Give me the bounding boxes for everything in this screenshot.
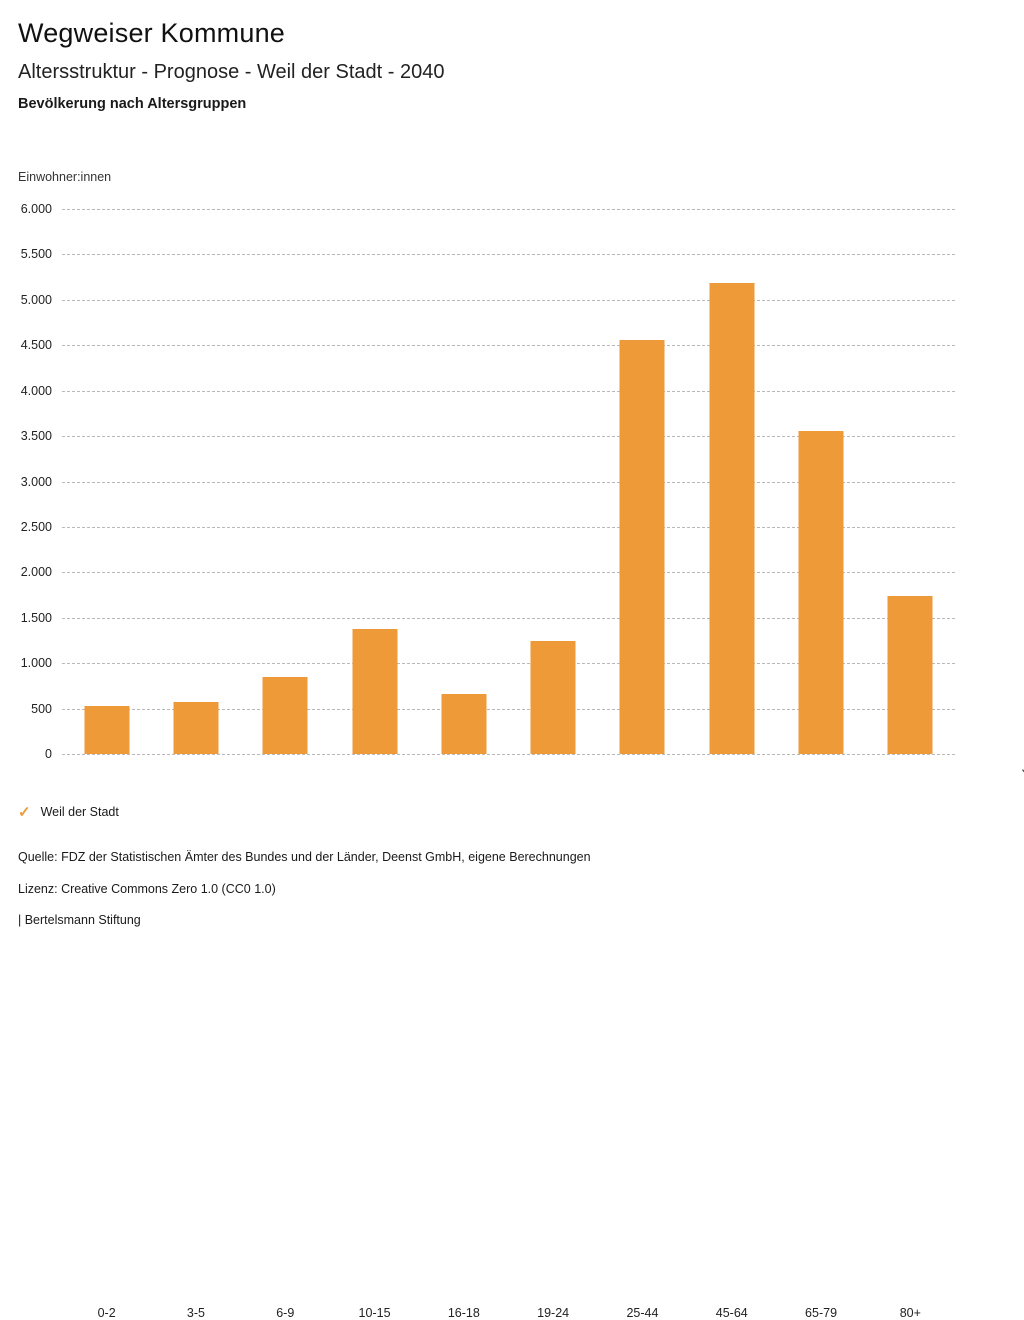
y-axis-tick-label: 6.000 xyxy=(20,202,52,216)
y-axis-tick-label: 5.500 xyxy=(20,247,52,262)
bars-group xyxy=(62,209,955,754)
x-axis-tick-label: 25-44 xyxy=(626,1306,659,1320)
x-axis-tick-label: 19-24 xyxy=(537,1306,570,1320)
plot-area: 0 500 1.000 1.500 2.000 2.500 3.000 3.500 4.000 4… xyxy=(0,195,1024,1320)
gridline xyxy=(62,254,955,256)
page-title: Wegweiser Kommune xyxy=(18,18,286,48)
bar-slot xyxy=(151,209,240,754)
gridline xyxy=(62,299,955,301)
y-axis-ticks: 0 500 1.000 1.500 2.000 2.500 3.000 3.500 4.000 4… xyxy=(21,202,955,761)
bar[interactable] xyxy=(173,701,219,754)
gridline xyxy=(62,390,955,392)
y-axis-tick-label: 2.500 xyxy=(20,519,52,534)
x-axis-title: Jahre xyxy=(1022,761,1024,775)
bar[interactable] xyxy=(530,641,576,754)
bar[interactable] xyxy=(84,705,130,754)
bar[interactable] xyxy=(262,677,308,754)
bar[interactable] xyxy=(619,340,665,754)
bar[interactable] xyxy=(887,596,933,754)
y-axis-tick-label: 3.500 xyxy=(20,429,52,444)
x-axis-tick-label: 65-79 xyxy=(805,1306,838,1320)
source-note: Quelle: FDZ der Statistischen Ämter des … xyxy=(18,850,591,864)
chart-sub-subtitle: Bevölkerung nach Altersgruppen xyxy=(18,96,247,113)
gridline xyxy=(62,572,955,574)
x-axis-tick-label: 10-15 xyxy=(358,1306,391,1320)
bar-slot xyxy=(598,209,687,754)
y-axis-tick-label: 1.500 xyxy=(20,610,52,625)
x-axis-tick-label: 16-18 xyxy=(447,1306,480,1320)
y-axis-title: Einwohner:innen xyxy=(18,170,112,184)
x-axis-tick-label: 6-9 xyxy=(276,1306,295,1320)
gridline xyxy=(62,754,955,755)
page-header: Wegweiser Kommune Altersstruktur - Progn… xyxy=(0,0,1024,113)
bar-slot xyxy=(687,209,776,754)
y-axis-tick-label: 0 xyxy=(45,747,52,761)
gridline xyxy=(62,617,955,619)
bar-slot xyxy=(509,209,598,754)
bar[interactable] xyxy=(441,693,487,754)
bar-slot xyxy=(419,209,508,754)
y-axis-tick-label: 4.500 xyxy=(20,338,52,353)
gridline xyxy=(62,345,955,347)
legend-item-label: Weil der Stadt xyxy=(40,805,119,819)
y-axis-tick-label: 4.000 xyxy=(20,383,52,398)
bar[interactable] xyxy=(709,283,755,754)
gridline xyxy=(62,526,955,528)
y-axis-tick-label: 500 xyxy=(31,701,52,716)
license-note: Lizenz: Creative Commons Zero 1.0 (CC0 1… xyxy=(18,881,276,896)
bar-slot xyxy=(776,209,865,754)
y-axis-tick-label: 5.000 xyxy=(20,292,52,307)
y-axis-tick-label: 1.000 xyxy=(20,656,52,671)
x-axis-tick-label: 0-2 xyxy=(97,1306,116,1320)
x-axis-tick-label: 3-5 xyxy=(186,1306,205,1320)
legend[interactable]: ✓ Weil der Stadt xyxy=(0,800,1024,824)
bar-slot xyxy=(241,209,330,754)
gridline xyxy=(62,436,955,438)
gridline xyxy=(62,209,955,210)
bar-slot xyxy=(330,209,419,754)
y-axis-tick-label: 2.000 xyxy=(20,565,52,580)
gridline xyxy=(62,708,955,710)
gridlines xyxy=(62,209,955,755)
chart-subtitle: Altersstruktur - Prognose - Weil der Sta… xyxy=(18,61,445,84)
gridline xyxy=(62,663,955,665)
chart-container: Einwohner:innen 0 500 1.000 1.500 2.000 2.500… xyxy=(0,150,1024,1320)
x-axis-tick-label: 45-64 xyxy=(715,1306,748,1320)
gridline xyxy=(62,481,955,483)
chart-footer: ✓ Weil der Stadt Quelle: FDZ der Statist… xyxy=(0,800,1024,927)
x-axis-tick-label: 80+ xyxy=(899,1306,921,1320)
publisher-note: | Bertelsmann Stiftung xyxy=(18,913,141,927)
check-icon: ✓ xyxy=(18,803,31,821)
y-axis-tick-label: 3.000 xyxy=(20,474,52,489)
bar-slot xyxy=(866,209,955,754)
bar[interactable] xyxy=(798,431,844,754)
bar[interactable] xyxy=(352,628,398,754)
bar-slot xyxy=(62,209,151,754)
